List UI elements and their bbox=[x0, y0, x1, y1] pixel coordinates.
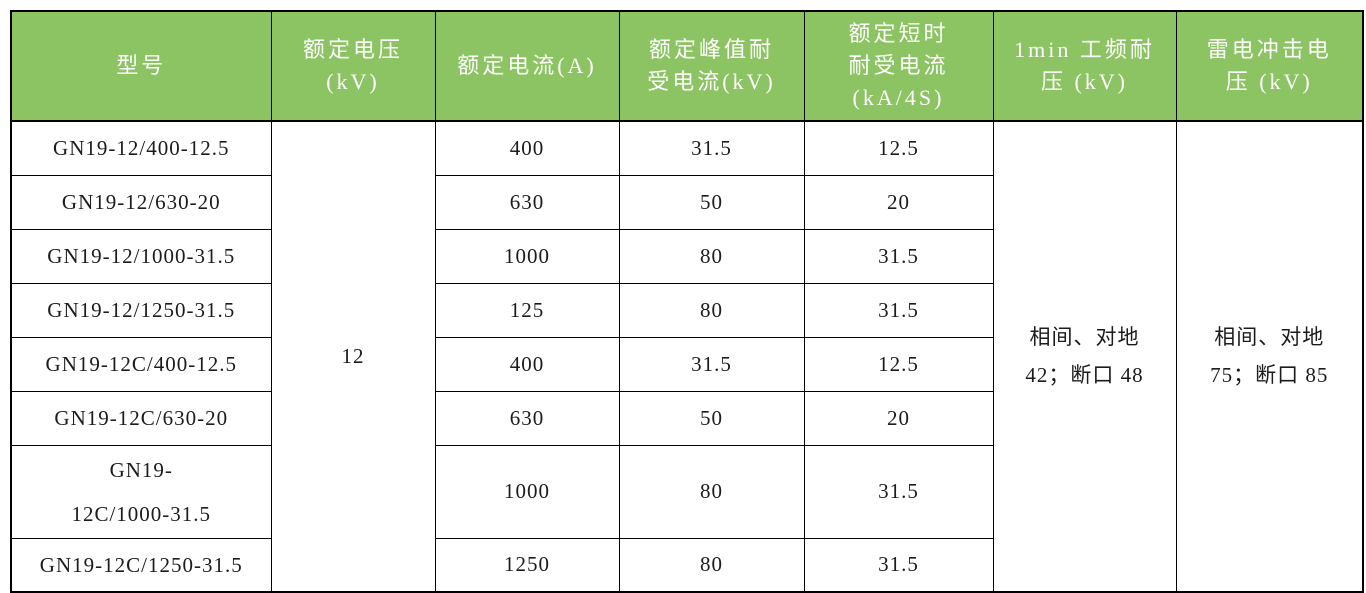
cell-peak-withstand-current: 80 bbox=[618, 444, 805, 539]
col-header-short-time-withstand-current: 额定短时 耐受电流 (kA/4S) bbox=[803, 10, 994, 122]
col-header-model: 型号 bbox=[10, 10, 272, 122]
cell-short-time-withstand-current: 20 bbox=[803, 174, 994, 230]
header-row: 型号 额定电压 (kV) 额定电流(A) 额定峰值耐 受电流(kV) 额定短时 … bbox=[10, 10, 1364, 122]
col-header-rated-current: 额定电流(A) bbox=[434, 10, 620, 122]
cell-rated-current: 400 bbox=[434, 336, 620, 392]
cell-model: GN19-12/400-12.5 bbox=[10, 120, 272, 176]
cell-short-time-withstand-current: 12.5 bbox=[803, 336, 994, 392]
cell-peak-withstand-current: 80 bbox=[618, 228, 805, 284]
cell-model: GN19-12/1000-31.5 bbox=[10, 228, 272, 284]
table-row: GN19- 12C/1000-31.5 1000 80 31.5 bbox=[10, 444, 1363, 539]
col-header-peak-withstand-current: 额定峰值耐 受电流(kV) bbox=[618, 10, 805, 122]
cell-model: GN19-12/1250-31.5 bbox=[10, 282, 272, 338]
table-row: GN19-12C/1250-31.5 1250 80 31.5 bbox=[10, 537, 1363, 593]
cell-peak-withstand-current: 31.5 bbox=[618, 120, 805, 176]
cell-model: GN19-12/630-20 bbox=[10, 174, 272, 230]
table-row: GN19-12/400-12.5 12 400 31.5 12.5 相间、对地 … bbox=[10, 120, 1364, 593]
cell-short-time-withstand-current: 31.5 bbox=[803, 444, 994, 539]
cell-peak-withstand-current: 31.5 bbox=[618, 336, 805, 392]
col-header-power-frequency-withstand-voltage: 1min 工频耐 压 (kV) bbox=[992, 10, 1177, 122]
cell-rated-current: 1250 bbox=[434, 537, 620, 593]
cell-rated-current: 400 bbox=[434, 120, 620, 176]
cell-peak-withstand-current: 80 bbox=[618, 282, 805, 338]
col-header-lightning-impulse-voltage: 雷电冲击电 压 (kV) bbox=[1175, 10, 1364, 122]
cell-model: GN19-12C/1250-31.5 bbox=[10, 537, 272, 593]
spec-table: 型号 额定电压 (kV) 额定电流(A) 额定峰值耐 受电流(kV) 额定短时 … bbox=[10, 10, 1364, 593]
cell-short-time-withstand-current: 31.5 bbox=[803, 282, 994, 338]
cell-peak-withstand-current: 80 bbox=[618, 537, 805, 593]
cell-short-time-withstand-current: 31.5 bbox=[803, 228, 994, 284]
cell-power-frequency-withstand-merged: 相间、对地 42；断口 48 bbox=[992, 120, 1177, 593]
cell-rated-current: 1000 bbox=[434, 444, 620, 539]
table-row: GN19-12/1000-31.5 1000 80 31.5 bbox=[10, 228, 1363, 284]
cell-lightning-impulse-merged: 相间、对地 75；断口 85 bbox=[1175, 120, 1364, 593]
cell-short-time-withstand-current: 31.5 bbox=[803, 537, 994, 593]
cell-rated-current: 1000 bbox=[434, 228, 620, 284]
table-row: GN19-12C/630-20 630 50 20 bbox=[10, 390, 1363, 446]
cell-model: GN19-12C/400-12.5 bbox=[10, 336, 272, 392]
table-row: GN19-12/630-20 630 50 20 bbox=[10, 174, 1363, 230]
cell-peak-withstand-current: 50 bbox=[618, 390, 805, 446]
col-header-rated-voltage: 额定电压 (kV) bbox=[270, 10, 436, 122]
cell-model: GN19-12C/630-20 bbox=[10, 390, 272, 446]
cell-rated-current: 630 bbox=[434, 174, 620, 230]
cell-rated-current: 125 bbox=[434, 282, 620, 338]
cell-short-time-withstand-current: 12.5 bbox=[803, 120, 994, 176]
cell-rated-current: 630 bbox=[434, 390, 620, 446]
cell-short-time-withstand-current: 20 bbox=[803, 390, 994, 446]
cell-peak-withstand-current: 50 bbox=[618, 174, 805, 230]
table-row: GN19-12C/400-12.5 400 31.5 12.5 bbox=[10, 336, 1363, 392]
cell-model: GN19- 12C/1000-31.5 bbox=[10, 444, 272, 539]
cell-rated-voltage-merged: 12 bbox=[270, 120, 436, 593]
